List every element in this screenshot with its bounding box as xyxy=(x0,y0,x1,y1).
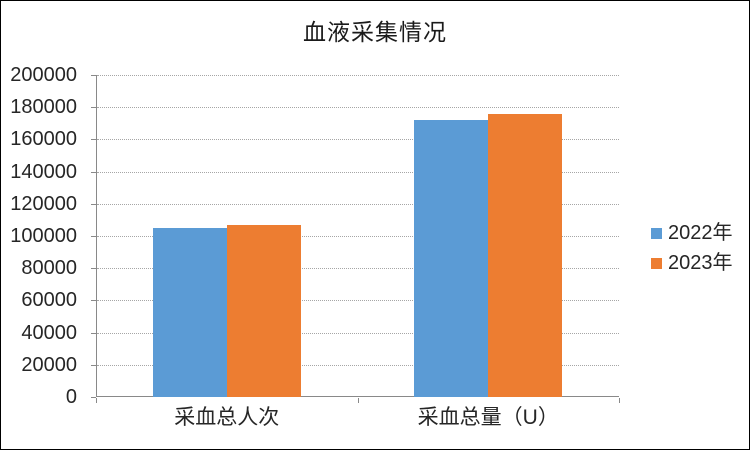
bar-2022年-采血总人次 xyxy=(152,227,227,397)
y-tick-mark-160000 xyxy=(91,139,96,141)
bar-2022年-采血总量（U） xyxy=(414,120,489,397)
gridline-y-180000 xyxy=(97,107,619,109)
y-tick-mark-80000 xyxy=(91,268,96,270)
legend-label: 2022年 xyxy=(668,222,733,244)
chart-title: 血液采集情况 xyxy=(303,19,447,45)
y-tick-mark-100000 xyxy=(91,236,96,237)
y-tick-mark-180000 xyxy=(91,107,96,109)
y-tick-label-40000: 40000 xyxy=(21,321,77,344)
y-tick-label-160000: 160000 xyxy=(10,128,77,151)
bar-2023年-采血总量（U） xyxy=(488,113,563,397)
y-tick-mark-60000 xyxy=(91,300,96,302)
legend-item-2023年: 2023年 xyxy=(651,252,733,274)
gridline-y-80000 xyxy=(97,268,619,270)
y-tick-label-60000: 60000 xyxy=(21,289,77,312)
y-tick-label-120000: 120000 xyxy=(10,192,77,215)
gridline-y-20000 xyxy=(97,364,619,366)
gridline-y-60000 xyxy=(97,300,619,302)
y-tick-label-100000: 100000 xyxy=(10,225,77,247)
gridline-y-100000 xyxy=(97,236,619,237)
gridline-y-120000 xyxy=(97,203,619,205)
y-tick-mark-20000 xyxy=(91,364,96,366)
y-tick-mark-0 xyxy=(91,397,96,398)
legend-swatch-icon xyxy=(651,257,662,269)
gridline-y-40000 xyxy=(97,332,619,334)
x-tick-mark xyxy=(96,398,97,403)
y-tick-label-140000: 140000 xyxy=(10,160,77,183)
bar-2023年-采血总人次 xyxy=(226,224,301,397)
gridline-y-160000 xyxy=(97,139,619,141)
x-tick-mark xyxy=(357,398,359,403)
y-tick-label-180000: 180000 xyxy=(10,96,77,119)
y-tick-label-20000: 20000 xyxy=(21,353,77,376)
gridline-y-140000 xyxy=(97,171,619,173)
x-tick-mark xyxy=(619,398,620,403)
y-tick-label-200000: 200000 xyxy=(10,64,77,86)
x-category-label-0: 采血总人次 xyxy=(174,406,280,429)
legend-label: 2023年 xyxy=(668,252,733,274)
y-tick-label-0: 0 xyxy=(65,386,77,408)
legend-swatch-icon xyxy=(651,227,662,239)
plot-area xyxy=(96,75,619,397)
y-tick-mark-40000 xyxy=(91,332,96,334)
y-tick-mark-200000 xyxy=(91,75,96,76)
y-tick-label-80000: 80000 xyxy=(21,257,77,280)
gridline-y-200000 xyxy=(97,75,619,76)
legend-item-2022年: 2022年 xyxy=(651,222,733,244)
x-category-label-1: 采血总量（U） xyxy=(417,406,559,429)
y-tick-mark-120000 xyxy=(91,203,96,205)
y-tick-mark-140000 xyxy=(91,171,96,173)
legend: 2022年 2023年 xyxy=(651,222,733,282)
